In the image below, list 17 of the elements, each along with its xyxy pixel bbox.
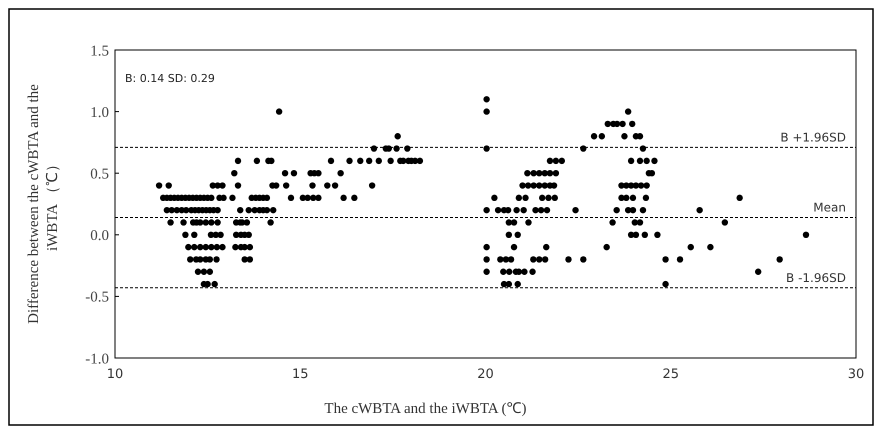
ref-line-label: Mean <box>813 200 846 215</box>
y-tick-label: 0.0 <box>90 228 109 244</box>
x-tick-label: 25 <box>662 367 680 382</box>
x-tick-label: 10 <box>106 367 124 382</box>
y-tick-label: 1.5 <box>90 43 109 60</box>
ref-line-label: B +1.96SD <box>780 130 846 144</box>
x-tick-label: 20 <box>477 367 494 382</box>
y-tick-label: 0.5 <box>90 166 109 182</box>
ref-line-label: B -1.96SD <box>786 270 846 285</box>
x-axis-title: The cWBTA and the iWBTA (℃) <box>324 401 527 417</box>
y-tick-label: -0.5 <box>85 290 109 306</box>
y-axis-title: Difference between the cWBTA and the iWBTA （℃） <box>26 84 61 324</box>
y-tick-label: -1.0 <box>85 351 109 368</box>
x-tick-label: 15 <box>292 367 309 382</box>
x-tick-label: 30 <box>848 367 864 382</box>
annotation: B: 0.14 SD: 0.29 <box>125 72 215 85</box>
y-tick-label: 1.0 <box>90 104 109 121</box>
